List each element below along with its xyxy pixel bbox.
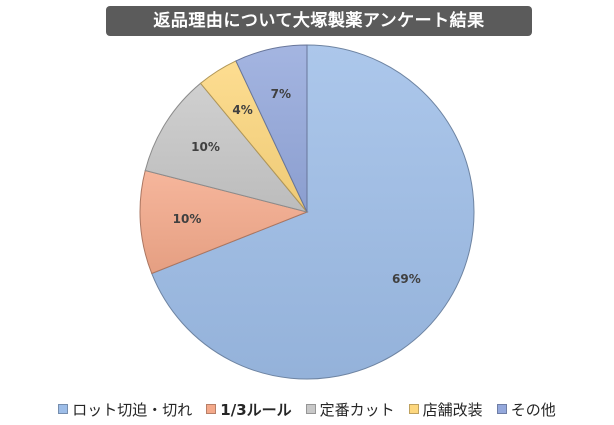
pie-slice-standard-cut	[144, 82, 309, 213]
legend-item-standard-cut: 定番カット	[305, 399, 395, 420]
chart-title-box: 返品理由について大塚製薬アンケート結果	[106, 6, 532, 36]
legend-label-standard-cut: 定番カット	[319, 400, 395, 419]
pie-slice-one-third-rule	[139, 169, 309, 275]
legend-label-store-renovation: 店舗改装	[422, 400, 483, 419]
legend-swatch-lot	[58, 404, 69, 414]
legend-item-one-third-rule: 1/3ルール	[206, 399, 292, 420]
chart-title: 返品理由について大塚製薬アンケート結果	[153, 11, 485, 31]
slice-label-other: 7%	[271, 87, 291, 101]
slice-label-lot: 69%	[392, 272, 421, 286]
pie-slice-lot	[151, 44, 475, 380]
slice-label-standard-cut: 10%	[191, 140, 220, 154]
slice-label-one-third-rule: 10%	[173, 212, 202, 226]
legend: ロット切迫・切れ 1/3ルール 定番カット 店舗改装 その他	[0, 398, 614, 420]
legend-swatch-other	[496, 404, 507, 414]
legend-item-store-renovation: 店舗改装	[408, 399, 483, 420]
legend-label-other: その他	[510, 400, 556, 419]
legend-item-other: その他	[496, 399, 556, 420]
legend-label-lot: ロット切迫・切れ	[72, 400, 193, 419]
legend-label-one-third-rule: 1/3ルール	[220, 400, 292, 419]
legend-swatch-store-renovation	[408, 404, 419, 414]
slice-label-store-renovation: 4%	[232, 103, 252, 117]
legend-swatch-one-third-rule	[206, 404, 217, 414]
pie-slice-other	[235, 44, 308, 213]
legend-item-lot: ロット切迫・切れ	[58, 399, 192, 420]
legend-swatch-standard-cut	[305, 404, 316, 414]
